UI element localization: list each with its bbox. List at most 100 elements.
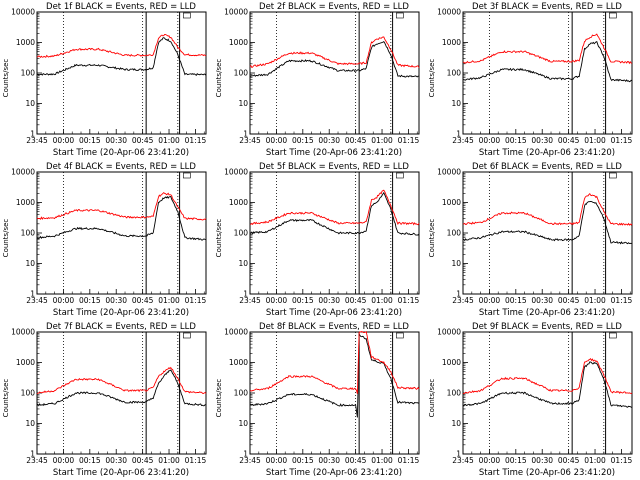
panel-title: Det 4f BLACK = Events, RED = LLD	[46, 162, 196, 172]
panel-plot: 1 10 100 1000 10000 23:45 00:00 00:15 00:30 00:45…	[224, 168, 420, 305]
lld-series-line	[462, 357, 633, 395]
x-tick-label: 00:30	[318, 296, 340, 305]
y-tick-label: 1000	[229, 358, 248, 367]
detector-panel: Det 1f BLACK = Events, RED = LLD 1 10 100 10…	[0, 0, 213, 160]
x-tick-label: 01:00	[371, 296, 393, 305]
plot-frame	[36, 11, 207, 135]
x-tick-label: 00:45	[345, 136, 367, 145]
x-tick-label: 00:30	[531, 456, 553, 465]
y-axis-label: Counts/sec	[428, 218, 436, 258]
x-tick-label: 23:45	[26, 136, 48, 145]
legend-box	[183, 12, 191, 19]
events-series-line	[462, 40, 633, 83]
x-tick-label: 00:15	[292, 456, 314, 465]
x-tick-label: 00:00	[479, 296, 501, 305]
legend-box	[396, 172, 404, 179]
x-tick-label: 01:15	[398, 296, 420, 305]
y-tick-label: 100	[234, 389, 249, 398]
y-axis-label: Counts/sec	[428, 58, 436, 98]
y-tick-label: 1000	[16, 198, 35, 207]
lld-series-line	[462, 192, 633, 226]
x-tick-label: 23:45	[239, 136, 261, 145]
y-tick-label: 1000	[442, 38, 461, 47]
x-tick-label: 00:15	[505, 456, 527, 465]
y-tick-label: 1	[30, 130, 35, 139]
x-axis-label: Start Time (20-Apr-06 23:41:20)	[478, 308, 616, 318]
y-tick-label: 10000	[437, 168, 461, 177]
y-tick-label: 10000	[11, 328, 35, 337]
x-tick-label: 23:45	[452, 136, 474, 145]
x-tick-label: 00:15	[79, 456, 101, 465]
y-tick-label: 10000	[437, 8, 461, 17]
detector-panel: Det 7f BLACK = Events, RED = LLD 1 10 100 10…	[0, 320, 213, 480]
events-series-line	[250, 332, 420, 418]
x-tick-label: 01:00	[158, 296, 180, 305]
x-tick-label: 00:15	[292, 296, 314, 305]
x-tick-label: 00:15	[79, 136, 101, 145]
x-axis-label: Start Time (20-Apr-06 23:41:20)	[265, 308, 403, 318]
x-tick-label: 00:30	[105, 296, 127, 305]
y-tick-label: 10	[25, 259, 35, 268]
plot-frame	[249, 331, 420, 455]
y-axis-label: Counts/sec	[215, 378, 223, 418]
x-tick-label: 00:00	[53, 136, 75, 145]
y-tick-label: 1000	[16, 38, 35, 47]
x-tick-label: 01:00	[158, 456, 180, 465]
panel-title: Det 6f BLACK = Events, RED = LLD	[472, 162, 622, 172]
x-tick-label: 00:00	[479, 456, 501, 465]
panel-title: Det 5f BLACK = Events, RED = LLD	[259, 162, 409, 172]
x-tick-label: 00:45	[132, 456, 154, 465]
x-tick-label: 00:15	[292, 136, 314, 145]
x-axis-label: Start Time (20-Apr-06 23:41:20)	[52, 148, 190, 158]
x-tick-label: 01:15	[611, 456, 633, 465]
detector-panel: Det 6f BLACK = Events, RED = LLD 1 10 100 10…	[426, 160, 639, 320]
x-tick-label: 23:45	[26, 296, 48, 305]
plot-frame	[462, 11, 633, 135]
x-tick-label: 00:45	[132, 296, 154, 305]
legend-box	[396, 332, 404, 339]
x-tick-label: 01:00	[371, 456, 393, 465]
y-tick-label: 1000	[442, 358, 461, 367]
y-tick-label: 1	[243, 450, 248, 459]
x-tick-label: 00:30	[105, 456, 127, 465]
y-tick-label: 10	[451, 259, 461, 268]
panel-plot: 1 10 100 1000 10000 23:45 00:00 00:15 00:30 00:45…	[437, 168, 633, 305]
lld-series-line	[249, 36, 420, 68]
x-axis-label: Start Time (20-Apr-06 23:41:20)	[478, 468, 616, 478]
detector-panel: Det 2f BLACK = Events, RED = LLD 1 10 100 10…	[213, 0, 426, 160]
x-tick-label: 00:15	[79, 296, 101, 305]
y-tick-label: 10000	[224, 8, 248, 17]
x-tick-label: 00:30	[105, 136, 127, 145]
lld-series-line	[462, 33, 633, 65]
x-axis-label: Start Time (20-Apr-06 23:41:20)	[52, 308, 190, 318]
y-tick-label: 10000	[11, 8, 35, 17]
x-tick-label: 00:45	[132, 136, 154, 145]
panel-plot: 1 10 100 1000 10000 23:45 00:00 00:15 00:30 00:45…	[437, 8, 633, 145]
panel-title: Det 9f BLACK = Events, RED = LLD	[472, 322, 622, 332]
plot-frame	[249, 171, 420, 295]
y-axis-label: Counts/sec	[428, 378, 436, 418]
events-series-line	[462, 201, 633, 245]
x-axis-label: Start Time (20-Apr-06 23:41:20)	[265, 468, 403, 478]
lld-series-line	[249, 330, 420, 394]
x-axis-label: Start Time (20-Apr-06 23:41:20)	[478, 148, 616, 158]
y-tick-label: 1000	[229, 198, 248, 207]
y-tick-label: 10	[238, 259, 248, 268]
plot-frame	[249, 11, 420, 135]
x-tick-label: 01:00	[584, 296, 606, 305]
x-tick-label: 00:15	[505, 136, 527, 145]
y-axis-label: Counts/sec	[2, 58, 10, 98]
y-tick-label: 1	[30, 450, 35, 459]
x-tick-label: 01:15	[185, 456, 207, 465]
panel-plot: 1 10 100 1000 10000 23:45 00:00 00:15 00:30 00:45…	[437, 328, 633, 465]
x-tick-label: 00:45	[345, 296, 367, 305]
x-tick-label: 00:30	[531, 296, 553, 305]
detector-panel: Det 4f BLACK = Events, RED = LLD 1 10 100 10…	[0, 160, 213, 320]
y-tick-label: 1000	[16, 358, 35, 367]
x-tick-label: 01:15	[185, 296, 207, 305]
y-axis-label: Counts/sec	[215, 58, 223, 98]
detector-panel: Det 3f BLACK = Events, RED = LLD 1 10 100 10…	[426, 0, 639, 160]
x-tick-label: 00:00	[53, 296, 75, 305]
lld-series-line	[249, 189, 420, 226]
